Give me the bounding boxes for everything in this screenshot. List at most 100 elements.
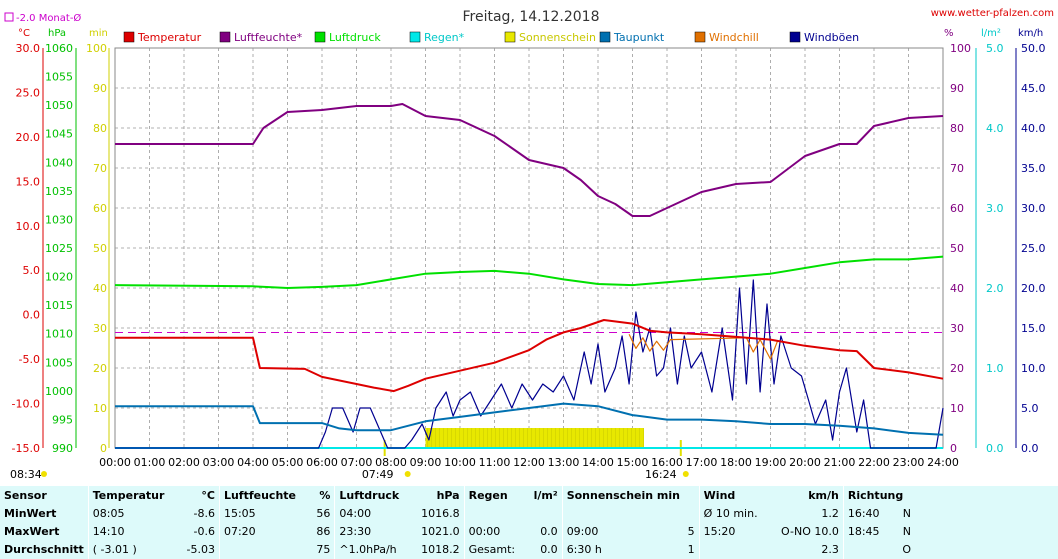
tick-label-time: 02:00 xyxy=(168,456,200,469)
stats-header-row: Sensor Temperatur °C Luftfeuchte % Luftd… xyxy=(0,486,915,505)
axes: 30.0 25.0 20.0 15.0 10.0 5.0 0.0 -5.0 -10.0 -15.0… xyxy=(10,42,1046,481)
tick-label-temperature: 10.0 xyxy=(16,220,41,233)
tick-label-humidity: 50 xyxy=(950,242,964,255)
legend-label: Windböen xyxy=(804,31,859,44)
unit-min: min xyxy=(89,28,108,39)
tick-label-time: 00:00 xyxy=(99,456,131,469)
tick-label-humidity: 0 xyxy=(950,442,957,455)
legend-swatch xyxy=(123,31,135,43)
tick-label-pressure: 990 xyxy=(52,442,73,455)
tick-label-sunshine: 0 xyxy=(100,442,107,455)
tick-label-time: 11:00 xyxy=(479,456,511,469)
humidity-line xyxy=(115,103,944,217)
legend-swatch xyxy=(504,31,516,43)
tick-label-pressure: 1000 xyxy=(45,385,73,398)
tick-label-time: 21:00 xyxy=(824,456,856,469)
legend-label: Luftfeuchte* xyxy=(234,31,303,44)
sun-icon xyxy=(41,471,47,477)
sun-value: 5 xyxy=(687,525,695,539)
temp-value: -8.6 xyxy=(193,506,215,520)
temp-value: -0.6 xyxy=(193,525,215,539)
tick-label-pressure: 1060 xyxy=(45,42,73,55)
header-wind: Wind xyxy=(698,486,770,505)
header-temp: Temperatur xyxy=(87,486,179,505)
tick-label-humidity: 100 xyxy=(950,42,971,55)
tick-label-rain: 1.0 xyxy=(986,362,1004,375)
tick-label-humidity: 40 xyxy=(950,282,964,295)
press-time: ^1.0hPa/h xyxy=(334,540,412,559)
rain-value xyxy=(526,504,562,522)
site-link[interactable]: www.wetter-pfalzen.com xyxy=(931,8,1054,19)
tick-label-humidity: 80 xyxy=(950,122,964,135)
press-time: 04:00 xyxy=(334,504,412,523)
tick-label-sunshine: 30 xyxy=(93,322,107,335)
sunrise-label: 07:49 xyxy=(362,468,394,481)
legend-swatch xyxy=(599,31,611,43)
tick-label-time: 12:00 xyxy=(513,456,545,469)
tick-label-wind: 30.0 xyxy=(1021,202,1046,215)
tick-label-time: 10:00 xyxy=(444,456,476,469)
temp-time: ( -3.01 ) xyxy=(87,540,179,559)
plot-area xyxy=(114,103,944,449)
tick-label-pressure: 1045 xyxy=(45,128,73,141)
tick-label-wind: 35.0 xyxy=(1021,162,1046,175)
sun-icon xyxy=(682,471,689,477)
wind-value: 2.3 xyxy=(821,543,839,557)
header-rain-unit: l/m² xyxy=(533,488,558,502)
tick-label-time: 18:00 xyxy=(720,456,752,469)
legend-swatch xyxy=(409,31,421,43)
tick-label-sunshine: 80 xyxy=(93,122,107,135)
stats-panel: Sensor Temperatur °C Luftfeuchte % Luftd… xyxy=(0,486,1058,559)
header-dir: Richtung xyxy=(842,486,915,505)
tick-label-sunshine: 60 xyxy=(93,202,107,215)
tick-label-humidity: 70 xyxy=(950,162,964,175)
row-label: MaxWert xyxy=(4,525,60,539)
tick-label-pressure: 1035 xyxy=(45,185,73,198)
legend-label: Windchill xyxy=(709,31,759,44)
tick-label-humidity: 90 xyxy=(950,82,964,95)
tick-label-pressure: 1015 xyxy=(45,299,73,312)
tick-label-temperature: 30.0 xyxy=(16,42,41,55)
header-sensor: Sensor xyxy=(4,488,47,502)
tick-label-temperature: 0.0 xyxy=(23,309,41,322)
tick-label-wind: 25.0 xyxy=(1021,242,1046,255)
dir-time: 16:40 xyxy=(842,504,894,523)
tick-label-humidity: 30 xyxy=(950,322,964,335)
tick-label-pressure: 1005 xyxy=(45,356,73,369)
dir-time: 18:45 xyxy=(842,522,894,541)
tick-label-time: 15:00 xyxy=(617,456,649,469)
tick-label-time: 08:00 xyxy=(375,456,407,469)
tick-label-rain: 4.0 xyxy=(986,122,1004,135)
legend-label: Luftdruck xyxy=(329,31,381,44)
tick-label-humidity: 20 xyxy=(950,362,964,375)
tick-label-sunshine: 40 xyxy=(93,282,107,295)
sunshine-bar xyxy=(425,428,644,448)
press-value: 1016.8 xyxy=(421,506,460,520)
unit-hpa: hPa xyxy=(48,28,66,39)
header-hum: Luftfeuchte xyxy=(218,486,310,505)
month-avg-label: -2.0 Monat-Ø xyxy=(16,12,81,24)
hum-value: 86 xyxy=(316,525,331,539)
windchill-line xyxy=(628,333,778,360)
tick-label-time: 04:00 xyxy=(237,456,269,469)
tick-label-sunshine: 50 xyxy=(93,242,107,255)
legend-swatch xyxy=(219,31,231,43)
tick-label-pressure: 1010 xyxy=(45,328,73,341)
tick-label-sunshine: 20 xyxy=(93,362,107,375)
tick-label-rain: 2.0 xyxy=(986,282,1004,295)
tick-label-time: 17:00 xyxy=(686,456,718,469)
sun-time xyxy=(561,504,664,523)
tick-label-sunshine: 90 xyxy=(93,82,107,95)
tick-label-temperature: 5.0 xyxy=(23,264,41,277)
dir-time xyxy=(842,540,894,559)
tick-label-pressure: 995 xyxy=(52,413,73,426)
unit-kmh: km/h xyxy=(1018,28,1043,39)
tick-label-wind: 0.0 xyxy=(1021,442,1039,455)
tick-label-temperature: -15.0 xyxy=(12,442,40,455)
tick-label-temperature: 20.0 xyxy=(16,131,41,144)
stats-table: Sensor Temperatur °C Luftfeuchte % Luftd… xyxy=(0,486,915,559)
tick-label-rain: 5.0 xyxy=(986,42,1004,55)
tick-label-wind: 5.0 xyxy=(1021,402,1039,415)
wind-time: Ø 10 min. xyxy=(698,504,770,523)
legend-swatch xyxy=(789,31,801,43)
